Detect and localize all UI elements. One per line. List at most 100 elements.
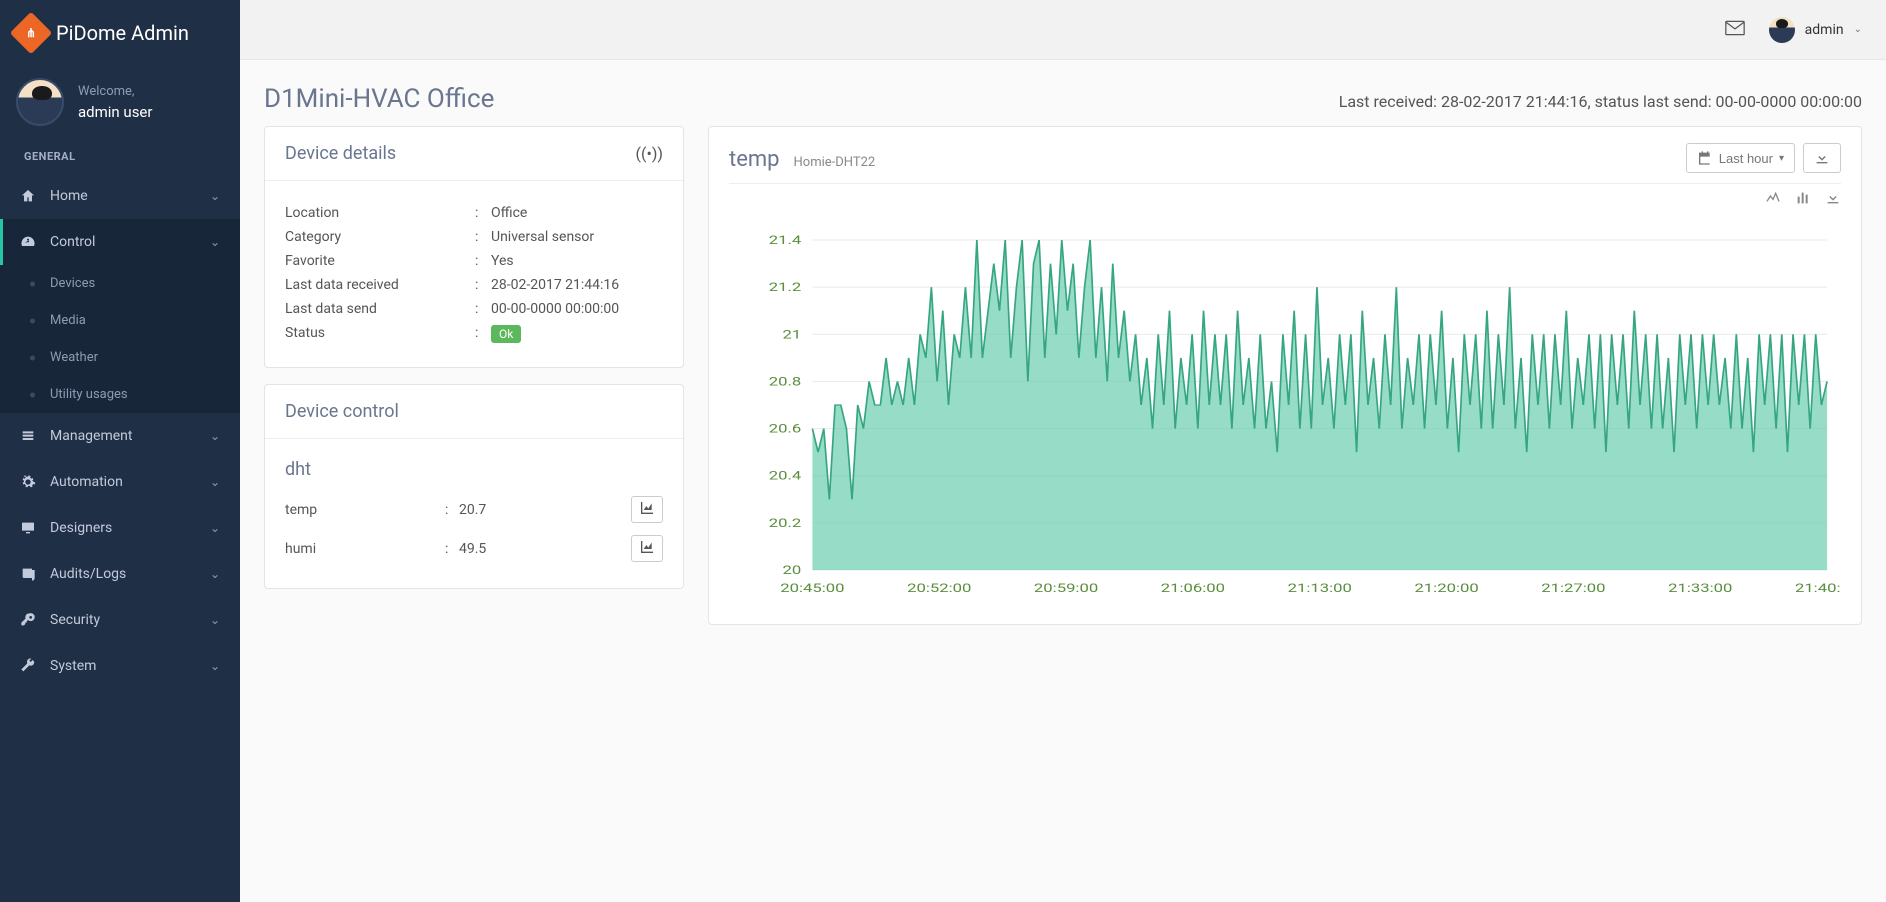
chevron-down-icon: ⌄ (210, 613, 220, 627)
welcome-greeting: Welcome, (78, 84, 152, 99)
chevron-down-icon: ⌄ (1854, 24, 1862, 35)
content: D1Mini-HVAC Office Last received: 28-02-… (240, 60, 1886, 649)
page-status: Last received: 28-02-2017 21:44:16, stat… (1339, 92, 1862, 111)
svg-text:20:59:00: 20:59:00 (1034, 581, 1098, 595)
detail-row-last-send: Last data send : 00-00-0000 00:00:00 (285, 297, 663, 321)
nav-item-audits[interactable]: Audits/Logs ⌄ (0, 551, 240, 597)
device-control-panel: Device control dht temp : 20.7 (264, 384, 684, 589)
svg-text:21.4: 21.4 (769, 233, 802, 247)
chevron-down-icon: ⌄ (210, 475, 220, 489)
svg-text:20.8: 20.8 (769, 375, 802, 389)
line-chart-icon[interactable] (1765, 190, 1781, 210)
nav-item-automation[interactable]: Automation ⌄ (0, 459, 240, 505)
user-name: admin (1805, 22, 1844, 38)
svg-text:20:52:00: 20:52:00 (907, 581, 971, 595)
nav-label: Control (50, 234, 210, 250)
nav-item-home[interactable]: Home ⌄ (0, 173, 240, 219)
nav-item-system[interactable]: System ⌄ (0, 643, 240, 689)
chart-button-temp[interactable] (631, 496, 663, 523)
chart-title: temp (729, 147, 780, 172)
news-icon (20, 566, 38, 582)
download-icon (1814, 150, 1830, 166)
nav-item-designers[interactable]: Designers ⌄ (0, 505, 240, 551)
section-label-general: GENERAL (0, 150, 240, 173)
svg-text:20: 20 (783, 563, 802, 577)
svg-text:21.2: 21.2 (769, 280, 802, 294)
detail-row-favorite: Favorite : Yes (285, 249, 663, 273)
svg-text:20.6: 20.6 (769, 422, 802, 436)
svg-text:21: 21 (783, 328, 802, 342)
sidebar: ⋔ PiDome Admin Welcome, admin user GENER… (0, 0, 240, 902)
chart-area: 20 20.2 20.4 20.6 20.8 21 21.2 21.4 20:45:00 20:5… (709, 214, 1861, 624)
chevron-down-icon: ⌄ (210, 521, 220, 535)
nav-label: Automation (50, 474, 210, 490)
chart-subtitle: Homie-DHT22 (794, 155, 876, 170)
welcome-username: admin user (78, 103, 152, 121)
nav-label: Designers (50, 520, 210, 536)
page-title: D1Mini-HVAC Office (264, 84, 494, 114)
control-row-temp: temp : 20.7 (285, 490, 663, 529)
nav-item-security[interactable]: Security ⌄ (0, 597, 240, 643)
nav: Home ⌄ Control ⌄ Devices Media Weather U… (0, 173, 240, 689)
svg-text:20:45:00: 20:45:00 (780, 581, 844, 595)
chevron-down-icon: ⌄ (210, 659, 220, 673)
welcome-block: Welcome, admin user (0, 66, 240, 150)
right-column: temp Homie-DHT22 Last hour ▾ (708, 126, 1862, 625)
control-row-humi: humi : 49.5 (285, 529, 663, 568)
chevron-down-icon: ⌄ (210, 189, 220, 203)
calendar-icon (1697, 150, 1713, 166)
detail-row-status: Status : Ok (285, 321, 663, 347)
panel-title: Device details (285, 143, 396, 164)
svg-text:20.2: 20.2 (769, 516, 802, 530)
svg-text:21:20:00: 21:20:00 (1414, 581, 1478, 595)
svg-text:20.4: 20.4 (769, 469, 802, 483)
left-column: Device details ((•)) Location : Office C… (264, 126, 684, 589)
gears-icon (20, 474, 38, 490)
device-details-panel: Device details ((•)) Location : Office C… (264, 126, 684, 368)
detail-row-last-recv: Last data received : 28-02-2017 21:44:16 (285, 273, 663, 297)
export-chart-icon[interactable] (1825, 190, 1841, 210)
subnav-control: Devices Media Weather Utility usages (0, 265, 240, 413)
home-icon (20, 188, 38, 204)
chart-type-row (709, 184, 1861, 214)
detail-row-category: Category : Universal sensor (285, 225, 663, 249)
avatar-icon (1769, 17, 1795, 43)
bar-chart-icon[interactable] (1795, 190, 1811, 210)
gauge-icon (20, 234, 38, 250)
nav-label: Home (50, 188, 210, 204)
chart-panel: temp Homie-DHT22 Last hour ▾ (708, 126, 1862, 625)
panel-title: Device control (285, 401, 399, 422)
subnav-item-utility[interactable]: Utility usages (0, 376, 240, 413)
avatar-icon (16, 78, 64, 126)
chart-icon (639, 500, 655, 516)
subnav-item-weather[interactable]: Weather (0, 339, 240, 376)
main: admin ⌄ D1Mini-HVAC Office Last received… (240, 0, 1886, 902)
nav-label: Audits/Logs (50, 566, 210, 582)
nav-item-control[interactable]: Control ⌄ (0, 219, 240, 265)
svg-text:21:06:00: 21:06:00 (1161, 581, 1225, 595)
subnav-item-devices[interactable]: Devices (0, 265, 240, 302)
control-group-title: dht (285, 459, 663, 480)
chevron-down-icon: ⌄ (210, 567, 220, 581)
topbar: admin ⌄ (240, 0, 1886, 60)
brand[interactable]: ⋔ PiDome Admin (0, 0, 240, 66)
mail-icon[interactable] (1725, 20, 1745, 40)
page-header: D1Mini-HVAC Office Last received: 28-02-… (264, 84, 1862, 114)
broadcast-icon: ((•)) (636, 144, 664, 163)
monitor-icon (20, 520, 38, 536)
user-menu[interactable]: admin ⌄ (1769, 17, 1862, 43)
nav-label: System (50, 658, 210, 674)
chevron-down-icon: ⌄ (210, 429, 220, 443)
nav-label: Management (50, 428, 210, 444)
detail-row-location: Location : Office (285, 201, 663, 225)
key-icon (20, 612, 38, 628)
brand-logo-icon: ⋔ (10, 12, 52, 54)
nav-item-management[interactable]: Management ⌄ (0, 413, 240, 459)
subnav-item-media[interactable]: Media (0, 302, 240, 339)
nav-label: Security (50, 612, 210, 628)
time-range-dropdown[interactable]: Last hour ▾ (1686, 143, 1795, 173)
download-button[interactable] (1803, 143, 1841, 173)
chevron-down-icon: ⌄ (210, 235, 220, 249)
chart-button-humi[interactable] (631, 535, 663, 562)
svg-text:21:33:00: 21:33:00 (1668, 581, 1732, 595)
